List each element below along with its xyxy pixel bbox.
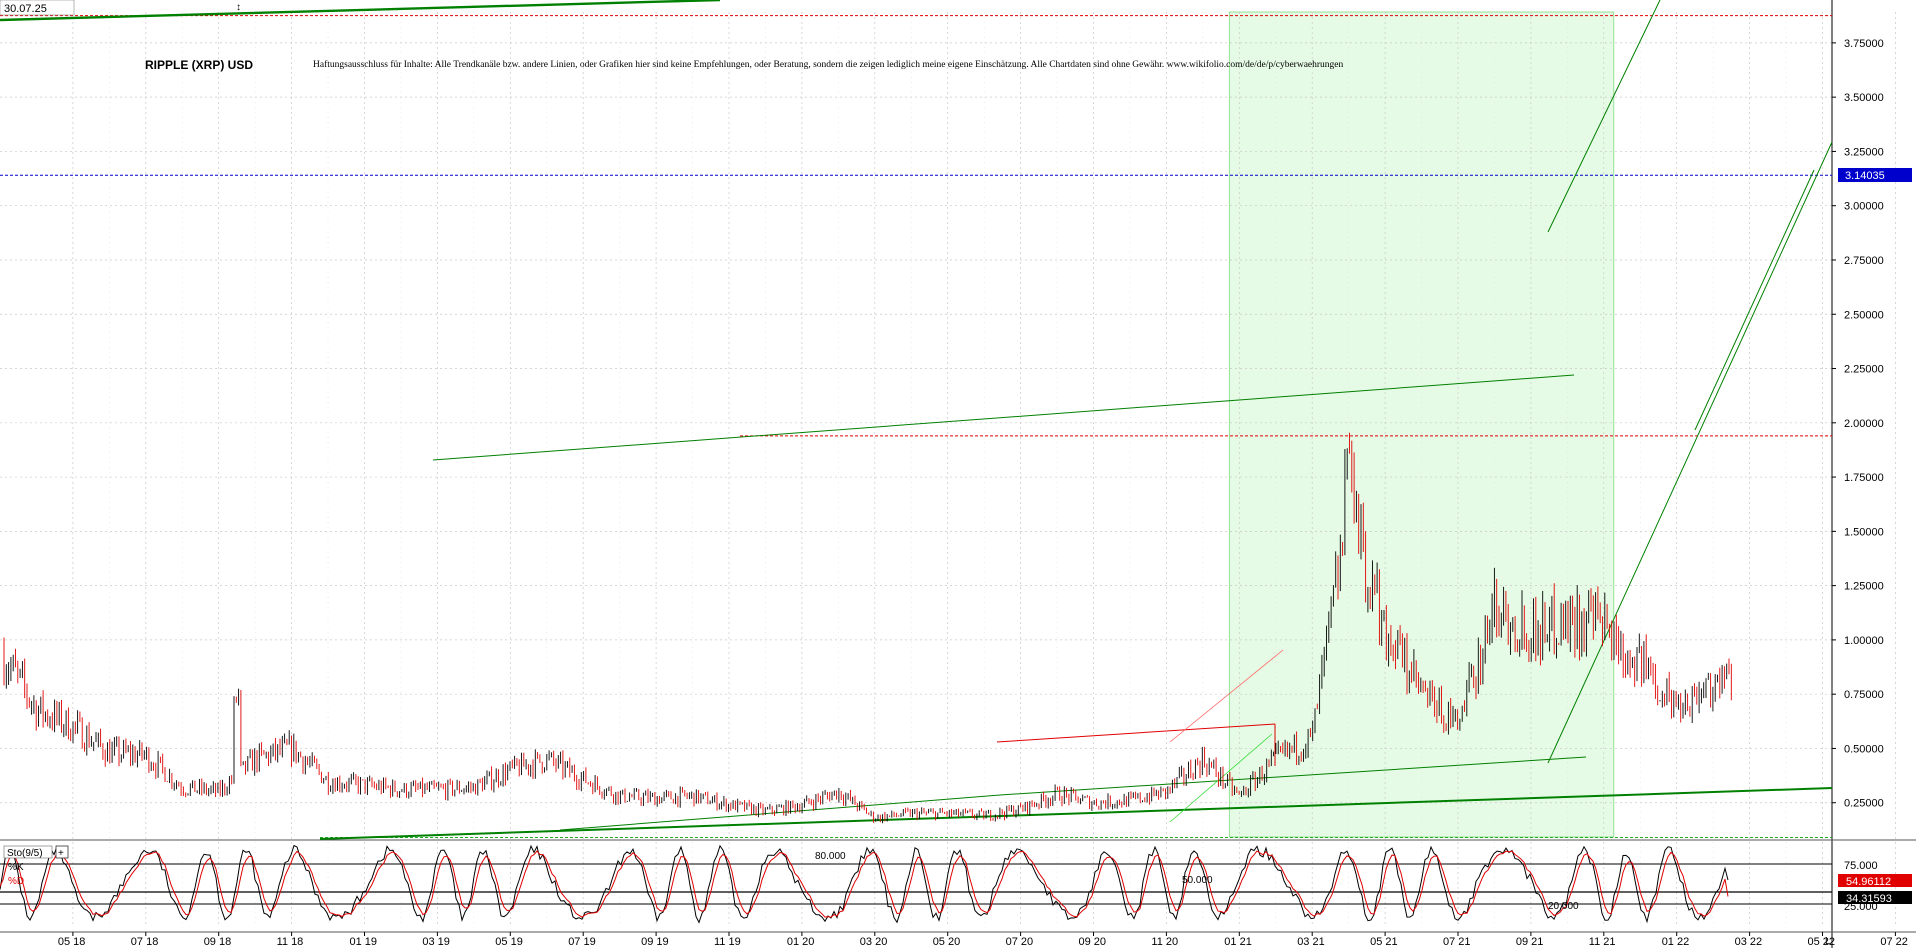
x-tick-label-22: 01 22 <box>1662 936 1690 948</box>
y-tick-label-10: 2.75000 <box>1844 255 1884 267</box>
date-label: 30.07.25 <box>4 3 47 15</box>
x-tick-label-9: 11 19 <box>714 936 741 948</box>
candlestick-series <box>3 432 1732 824</box>
stoch-annotation-20: 20.000 <box>1548 901 1579 912</box>
x-tick-label-17: 03 21 <box>1297 936 1325 948</box>
y-tick-label-3: 1.00000 <box>1844 635 1884 647</box>
x-tick-label-15: 11 20 <box>1151 936 1178 948</box>
y-tick-label-0: 0.25000 <box>1844 798 1884 810</box>
x-tick-label-21: 11 21 <box>1589 936 1616 948</box>
stoch-title-box[interactable] <box>3 845 53 859</box>
horizontal-levels <box>0 15 1832 838</box>
x-tick-label-16: 01 21 <box>1224 936 1252 948</box>
x-tick-label-24: 05 22 <box>1808 936 1836 948</box>
stoch-k-label: %K <box>8 862 24 873</box>
x-tick-label-10: 01 20 <box>787 936 815 948</box>
trend-lower-2021 <box>559 794 1001 831</box>
last-price-badge <box>1838 168 1912 182</box>
highlight-zone-2021 <box>1228 11 1615 838</box>
x-tick-label-4: 01 19 <box>350 936 378 948</box>
x-tick-label-1: 07 18 <box>131 936 159 948</box>
y-tick-label-13: 3.50000 <box>1844 92 1884 104</box>
x-tick-label-20: 09 21 <box>1516 936 1544 948</box>
y-tick-label-12: 3.25000 <box>1844 146 1884 158</box>
x-tick-label-19: 07 21 <box>1443 936 1471 948</box>
stoch-d-badge <box>1838 891 1912 904</box>
corner-label: L <box>1825 936 1831 947</box>
trend-red-rise-2023 <box>1169 649 1284 743</box>
stoch-k-line <box>0 844 1729 924</box>
x-tick-label-5: 03 19 <box>422 936 450 948</box>
x-tick-label-23: 03 22 <box>1735 936 1763 948</box>
x-tick-label-8: 09 19 <box>641 936 669 948</box>
last-price-label: 3.14035 <box>1845 170 1885 182</box>
trend-bull-rise-2 <box>1547 141 1833 764</box>
stoch-title: Sto(9/5) <box>7 848 43 859</box>
stoch-annotation-80: 80.000 <box>815 851 846 862</box>
trend-red-flat-2023 <box>996 723 1276 743</box>
y-tick-label-4: 1.25000 <box>1844 581 1884 593</box>
stoch-annotation-50: 50.000 <box>1182 875 1213 886</box>
chart-title: RIPPLE (XRP) USD <box>145 58 253 72</box>
x-tick-label-11: 03 20 <box>860 936 888 948</box>
x-tick-label-25: 07 22 <box>1880 936 1908 948</box>
trend-bull-rise-1 <box>1547 0 1661 233</box>
y-tick-label-14: 3.75000 <box>1844 38 1884 50</box>
trend-long-bottom <box>319 787 1833 840</box>
trend-upper-channel <box>432 374 1575 461</box>
stoch-d-label: %D <box>8 876 24 887</box>
plus-icon: + <box>58 848 64 859</box>
y-tick-label-2: 0.75000 <box>1844 689 1884 701</box>
y-tick-label-6: 1.75000 <box>1844 472 1884 484</box>
stochastic-panel <box>0 844 1832 924</box>
trend-mid-channel <box>999 756 1587 796</box>
stoch-d-line <box>0 850 1729 918</box>
y-tick-label-7: 2.00000 <box>1844 418 1884 430</box>
time-axis: 05 18 07 18 09 18 11 18 01 19 03 19 05 19 07 19… <box>58 932 1908 948</box>
expand-panel-icon[interactable] <box>55 845 69 859</box>
trend-top-left <box>0 0 721 22</box>
y-tick-label-11: 3.00000 <box>1844 201 1884 213</box>
y-tick-label-9: 2.50000 <box>1844 309 1884 321</box>
date-label-box <box>0 0 75 16</box>
highlight-zone-rect <box>1228 11 1615 838</box>
stoch-k-value: 54.96112 <box>1846 876 1891 888</box>
y-tick-label-5: 1.50000 <box>1844 526 1884 538</box>
x-tick-label-2: 09 18 <box>204 936 232 948</box>
stoch-k-badge <box>1838 874 1912 887</box>
x-tick-label-12: 05 20 <box>933 936 961 948</box>
disclaimer-text: Haftungsausschluss für Inhalte: Alle Tre… <box>313 59 1344 70</box>
x-tick-label-0: 05 18 <box>58 936 86 948</box>
stoch-level-75: 75.000 <box>1844 860 1878 872</box>
cursor-arrow-icon: ↕ <box>236 2 241 13</box>
x-tick-label-14: 09 20 <box>1079 936 1107 948</box>
x-tick-label-7: 07 19 <box>568 936 596 948</box>
trend-bull-rise-3 <box>1694 169 1815 431</box>
price-axis: 0.25000 0.50000 0.75000 1.00000 1.25000 1.500… <box>1832 38 1884 810</box>
x-tick-label-13: 07 20 <box>1006 936 1034 948</box>
y-tick-label-1: 0.50000 <box>1844 743 1884 755</box>
stoch-d-value: 34.31593 <box>1846 893 1892 905</box>
trendlines <box>0 0 1833 840</box>
y-tick-label-8: 2.25000 <box>1844 364 1884 376</box>
x-tick-label-6: 05 19 <box>495 936 523 948</box>
price-grid <box>0 12 1896 927</box>
x-tick-label-18: 05 21 <box>1370 936 1398 948</box>
x-tick-label-3: 11 18 <box>277 936 304 948</box>
